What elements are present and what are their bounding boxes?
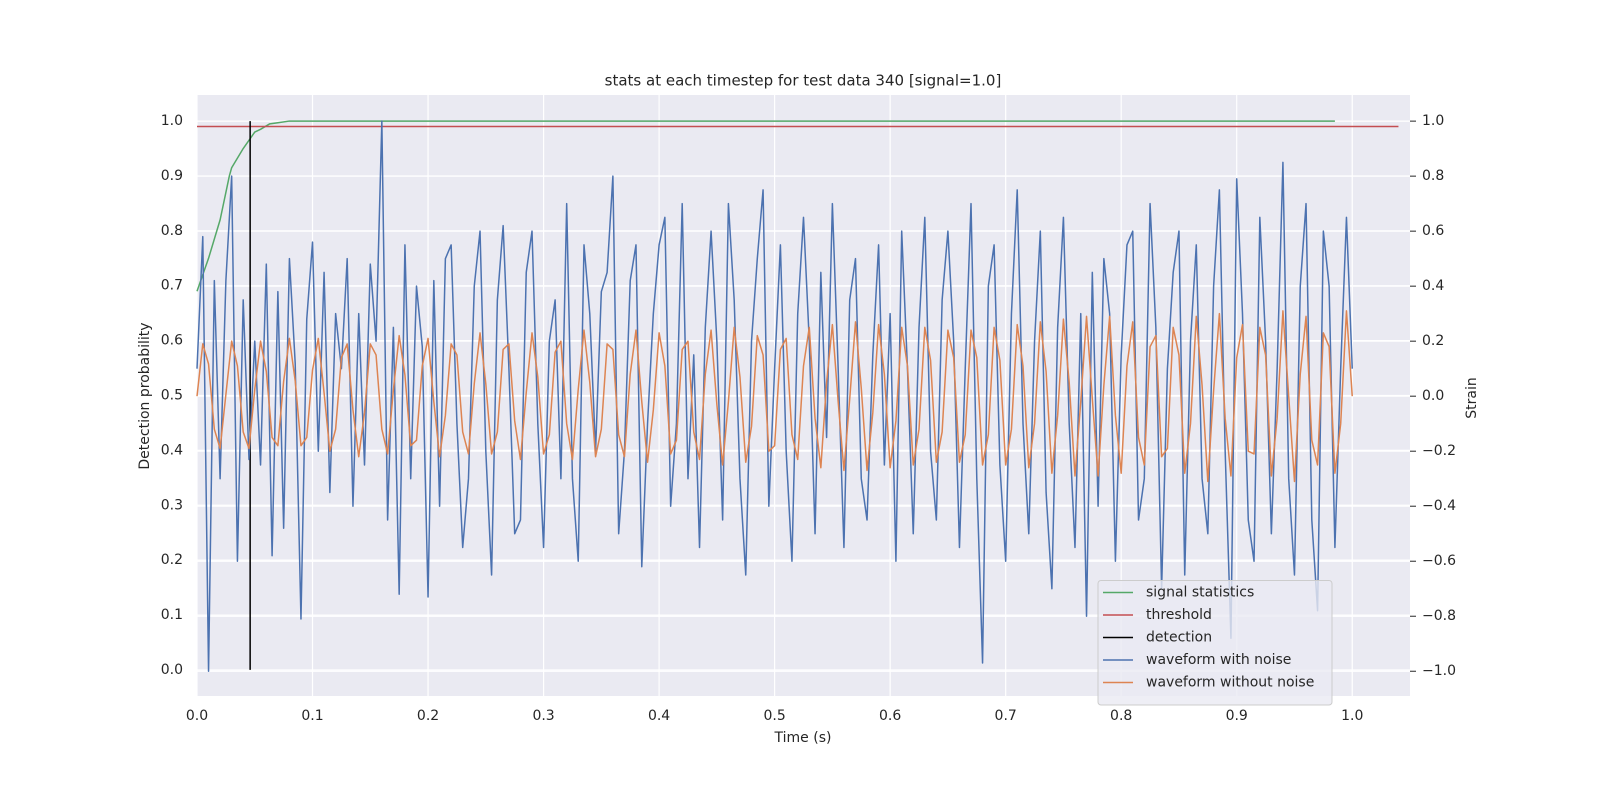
series-line xyxy=(196,120,1353,672)
x-tick-label: 0.8 xyxy=(1110,708,1132,724)
x-tick-label: 0.7 xyxy=(995,708,1017,724)
y-tick-label: 0.8 xyxy=(161,223,183,239)
x-tick-label: 1.0 xyxy=(1341,708,1363,724)
x-tick-label: 0.4 xyxy=(648,708,670,724)
y2-tick-label: 0.6 xyxy=(1422,223,1444,239)
y2-tick-label: −0.6 xyxy=(1422,553,1456,569)
y-tick-label: 0.0 xyxy=(161,662,183,678)
y2-tick-label: −0.4 xyxy=(1422,498,1456,514)
legend-label: waveform without noise xyxy=(1146,675,1314,691)
y2-tick-label: −0.2 xyxy=(1422,443,1456,459)
series-line xyxy=(196,120,1335,292)
legend-label: detection xyxy=(1146,630,1212,646)
y2-tick-label: 1.0 xyxy=(1422,113,1444,129)
y2-tick-label: 0.4 xyxy=(1422,278,1444,294)
x-tick-label: 0.5 xyxy=(763,708,785,724)
x-tick-label: 0.9 xyxy=(1226,708,1248,724)
y-tick-label: 0.6 xyxy=(161,333,183,349)
x-tick-label: 0.1 xyxy=(301,708,323,724)
y-tick-label: 0.7 xyxy=(161,278,183,294)
x-tick-label: 0.6 xyxy=(879,708,901,724)
axes: 0.0 0.1 0.2 0.3 0.4 0.5 0.6 0.7 0.8 0.9 1.0 0.0 0.1 0… xyxy=(161,113,1456,724)
chart-title: stats at each timestep for test data 340… xyxy=(605,72,1002,90)
y-tick-label: 1.0 xyxy=(161,113,183,129)
y2-axis-label: Strain xyxy=(1464,377,1480,418)
y-tick-label: 0.9 xyxy=(161,168,183,184)
legend-label: waveform with noise xyxy=(1146,652,1291,668)
y-axis-label: Detection probability xyxy=(137,322,153,469)
y2-tick-label: 0.8 xyxy=(1422,168,1444,184)
y-tick-label: 0.3 xyxy=(161,497,183,513)
x-tick-label: 0.2 xyxy=(417,708,439,724)
y-tick-label: 0.5 xyxy=(161,388,183,404)
legend: signal statistics threshold detection wavef… xyxy=(1097,580,1333,706)
legend-label: threshold xyxy=(1146,607,1212,623)
x-tick-label: 0.0 xyxy=(186,708,208,724)
legend-box xyxy=(1097,580,1333,706)
lines xyxy=(196,120,1399,672)
x-axis-label: Time (s) xyxy=(774,730,832,746)
x-tick-label: 0.3 xyxy=(532,708,554,724)
y2-tick-label: 0.0 xyxy=(1422,388,1444,404)
y-tick-label: 0.1 xyxy=(161,607,183,623)
series-line xyxy=(196,310,1353,483)
y2-tick-label: −0.8 xyxy=(1422,608,1456,624)
legend-label: signal statistics xyxy=(1146,585,1254,601)
y-tick-label: 0.4 xyxy=(161,442,183,458)
y-tick-label: 0.2 xyxy=(161,552,183,568)
y2-tick-label: −1.0 xyxy=(1422,663,1456,679)
y2-tick-label: 0.2 xyxy=(1422,333,1444,349)
